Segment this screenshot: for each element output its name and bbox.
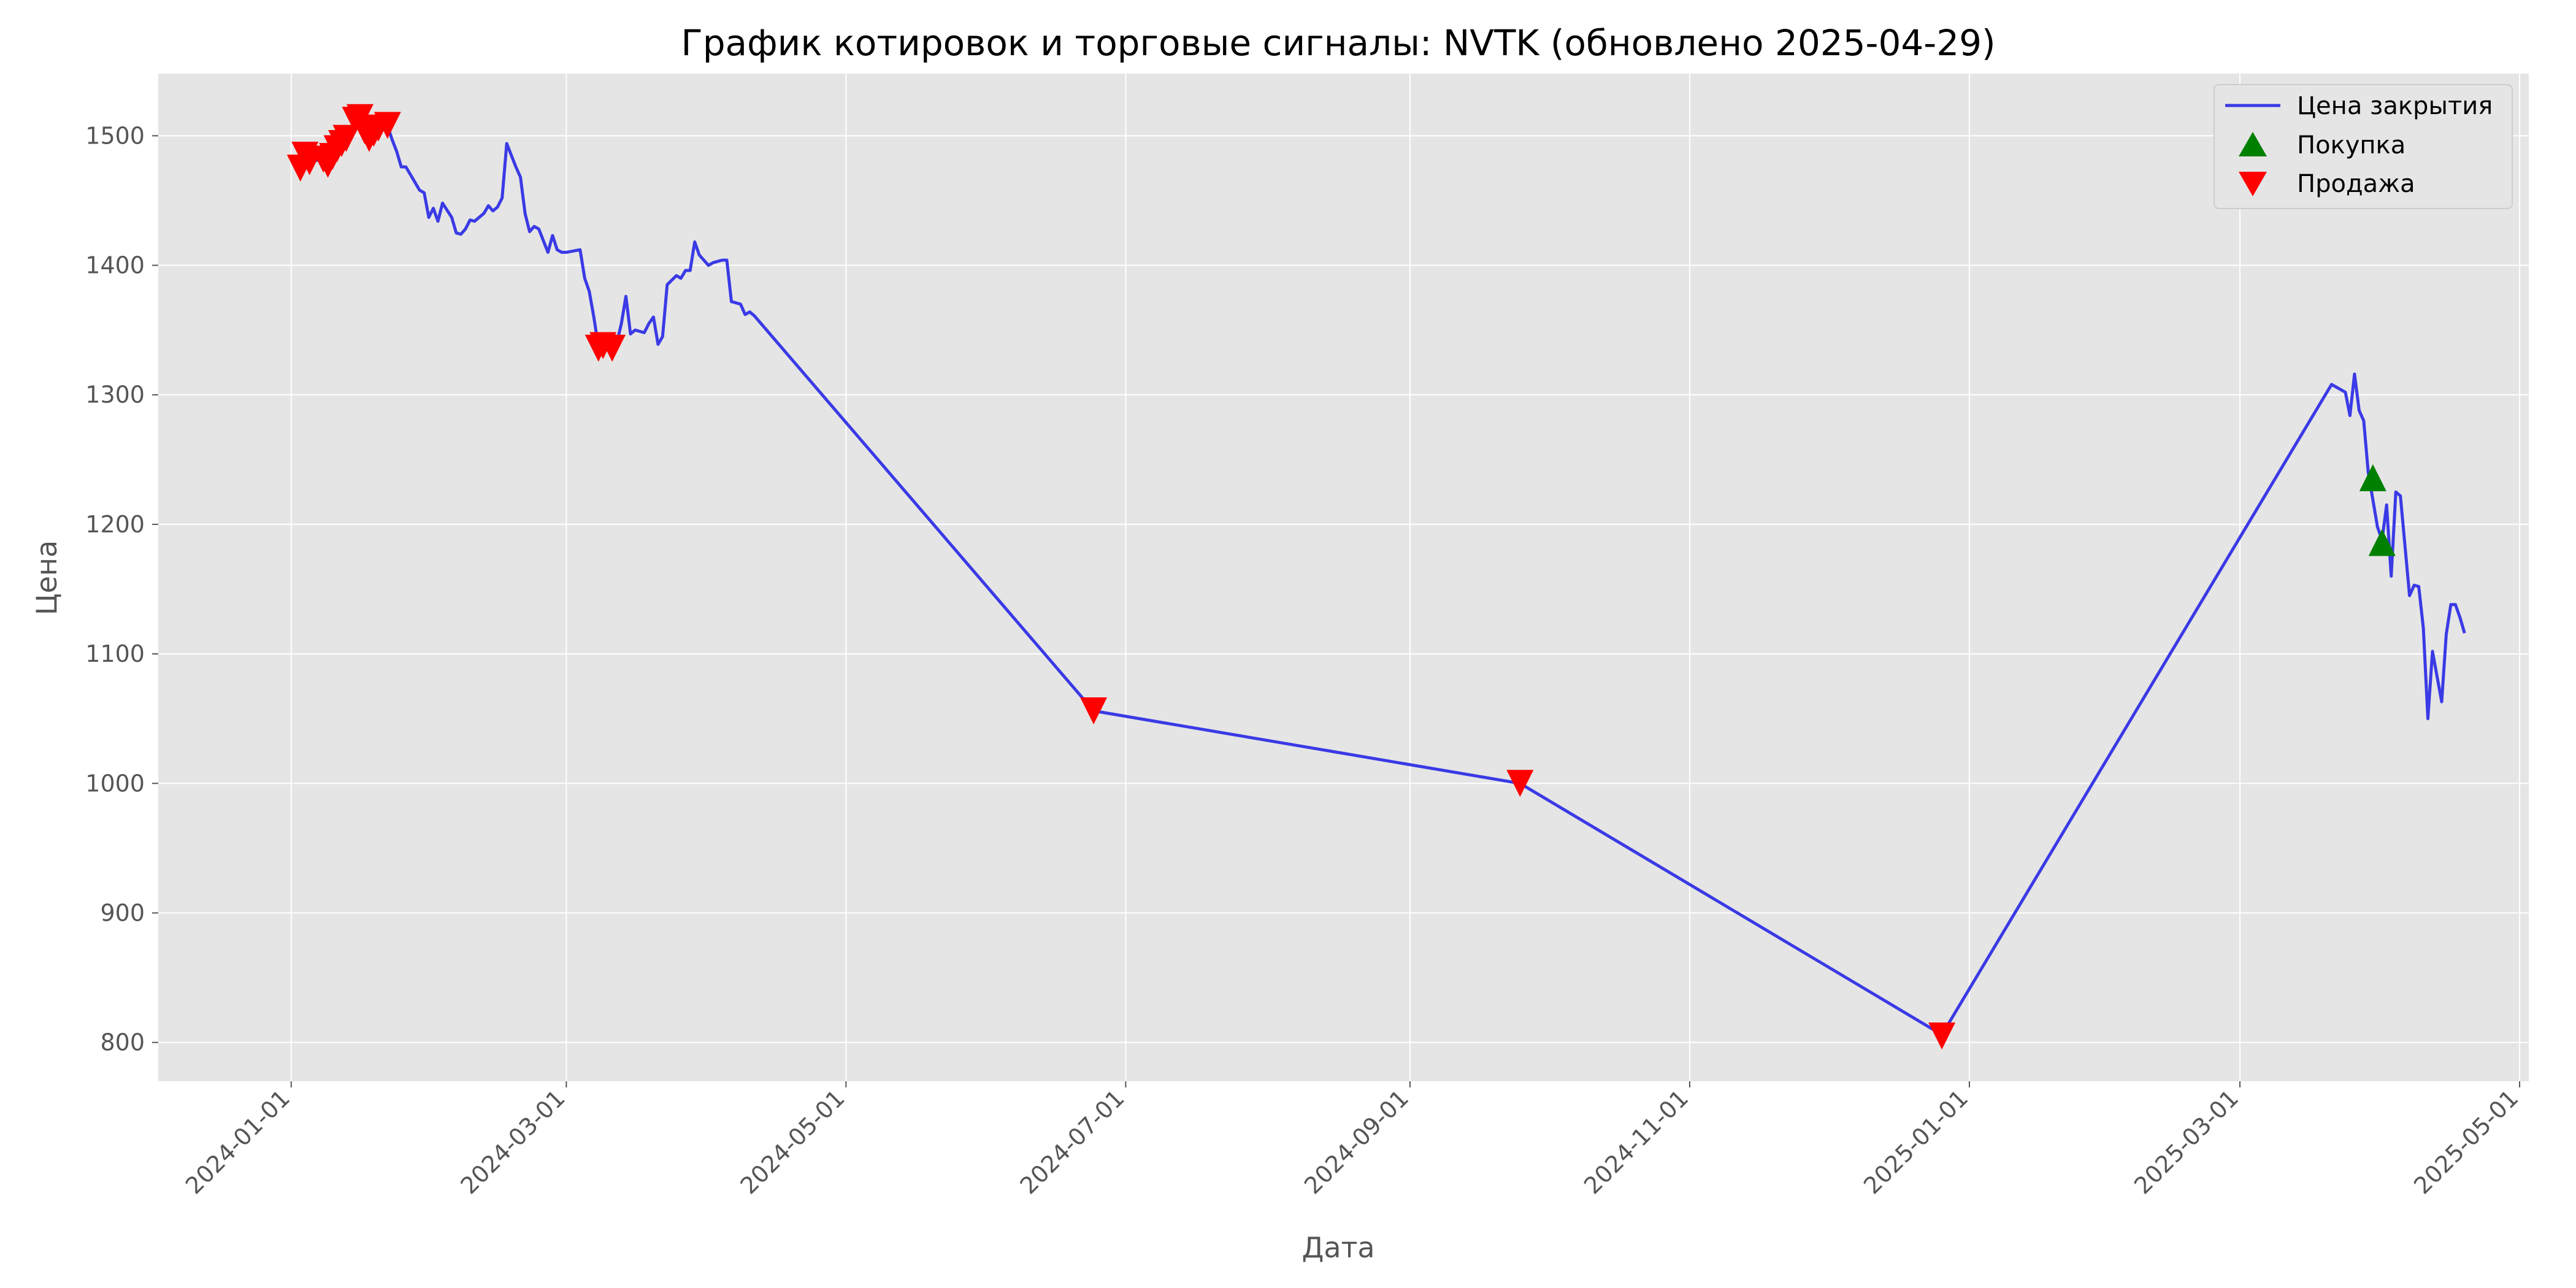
sell-marker [374, 112, 401, 139]
grid [158, 74, 2529, 1081]
y-axis-label: Цена [30, 540, 63, 615]
chart-title: График котировок и торговые сигналы: NVT… [681, 22, 1995, 64]
legend-label-buy: Покупка [2297, 131, 2405, 159]
y-tick-label: 1300 [85, 381, 145, 408]
legend-buy-marker [2239, 132, 2267, 156]
series-layer [286, 104, 2466, 1050]
plot-area [158, 74, 2529, 1081]
sell-marker [1928, 1022, 1956, 1050]
y-tick-label: 1000 [85, 770, 145, 797]
y-tick-label: 1500 [85, 122, 145, 149]
legend-label-sell: Продажа [2297, 170, 2415, 198]
sell-marker [1080, 697, 1108, 725]
buy-marker [2368, 529, 2396, 556]
y-tick-label: 1200 [85, 511, 145, 538]
sell-marker [332, 125, 360, 152]
legend-sell-marker [2239, 172, 2267, 196]
y-tick-label: 1400 [85, 252, 145, 279]
sell-marker [1506, 770, 1534, 797]
y-tick-label: 800 [100, 1029, 145, 1056]
x-axis-label: Дата [1301, 1231, 1374, 1264]
legend-box [2214, 84, 2513, 209]
legend: Цена закрытия Покупка Продажа [2214, 84, 2513, 209]
y-axis: 800 900 1000 1100 1200 1300 1400 1500 [85, 122, 158, 1056]
buy-marker [2359, 464, 2386, 491]
y-tick-label: 1100 [85, 640, 145, 667]
y-tick-label: 900 [100, 899, 145, 926]
sell-marker [599, 334, 626, 362]
legend-label-close: Цена закрытия [2297, 92, 2493, 120]
